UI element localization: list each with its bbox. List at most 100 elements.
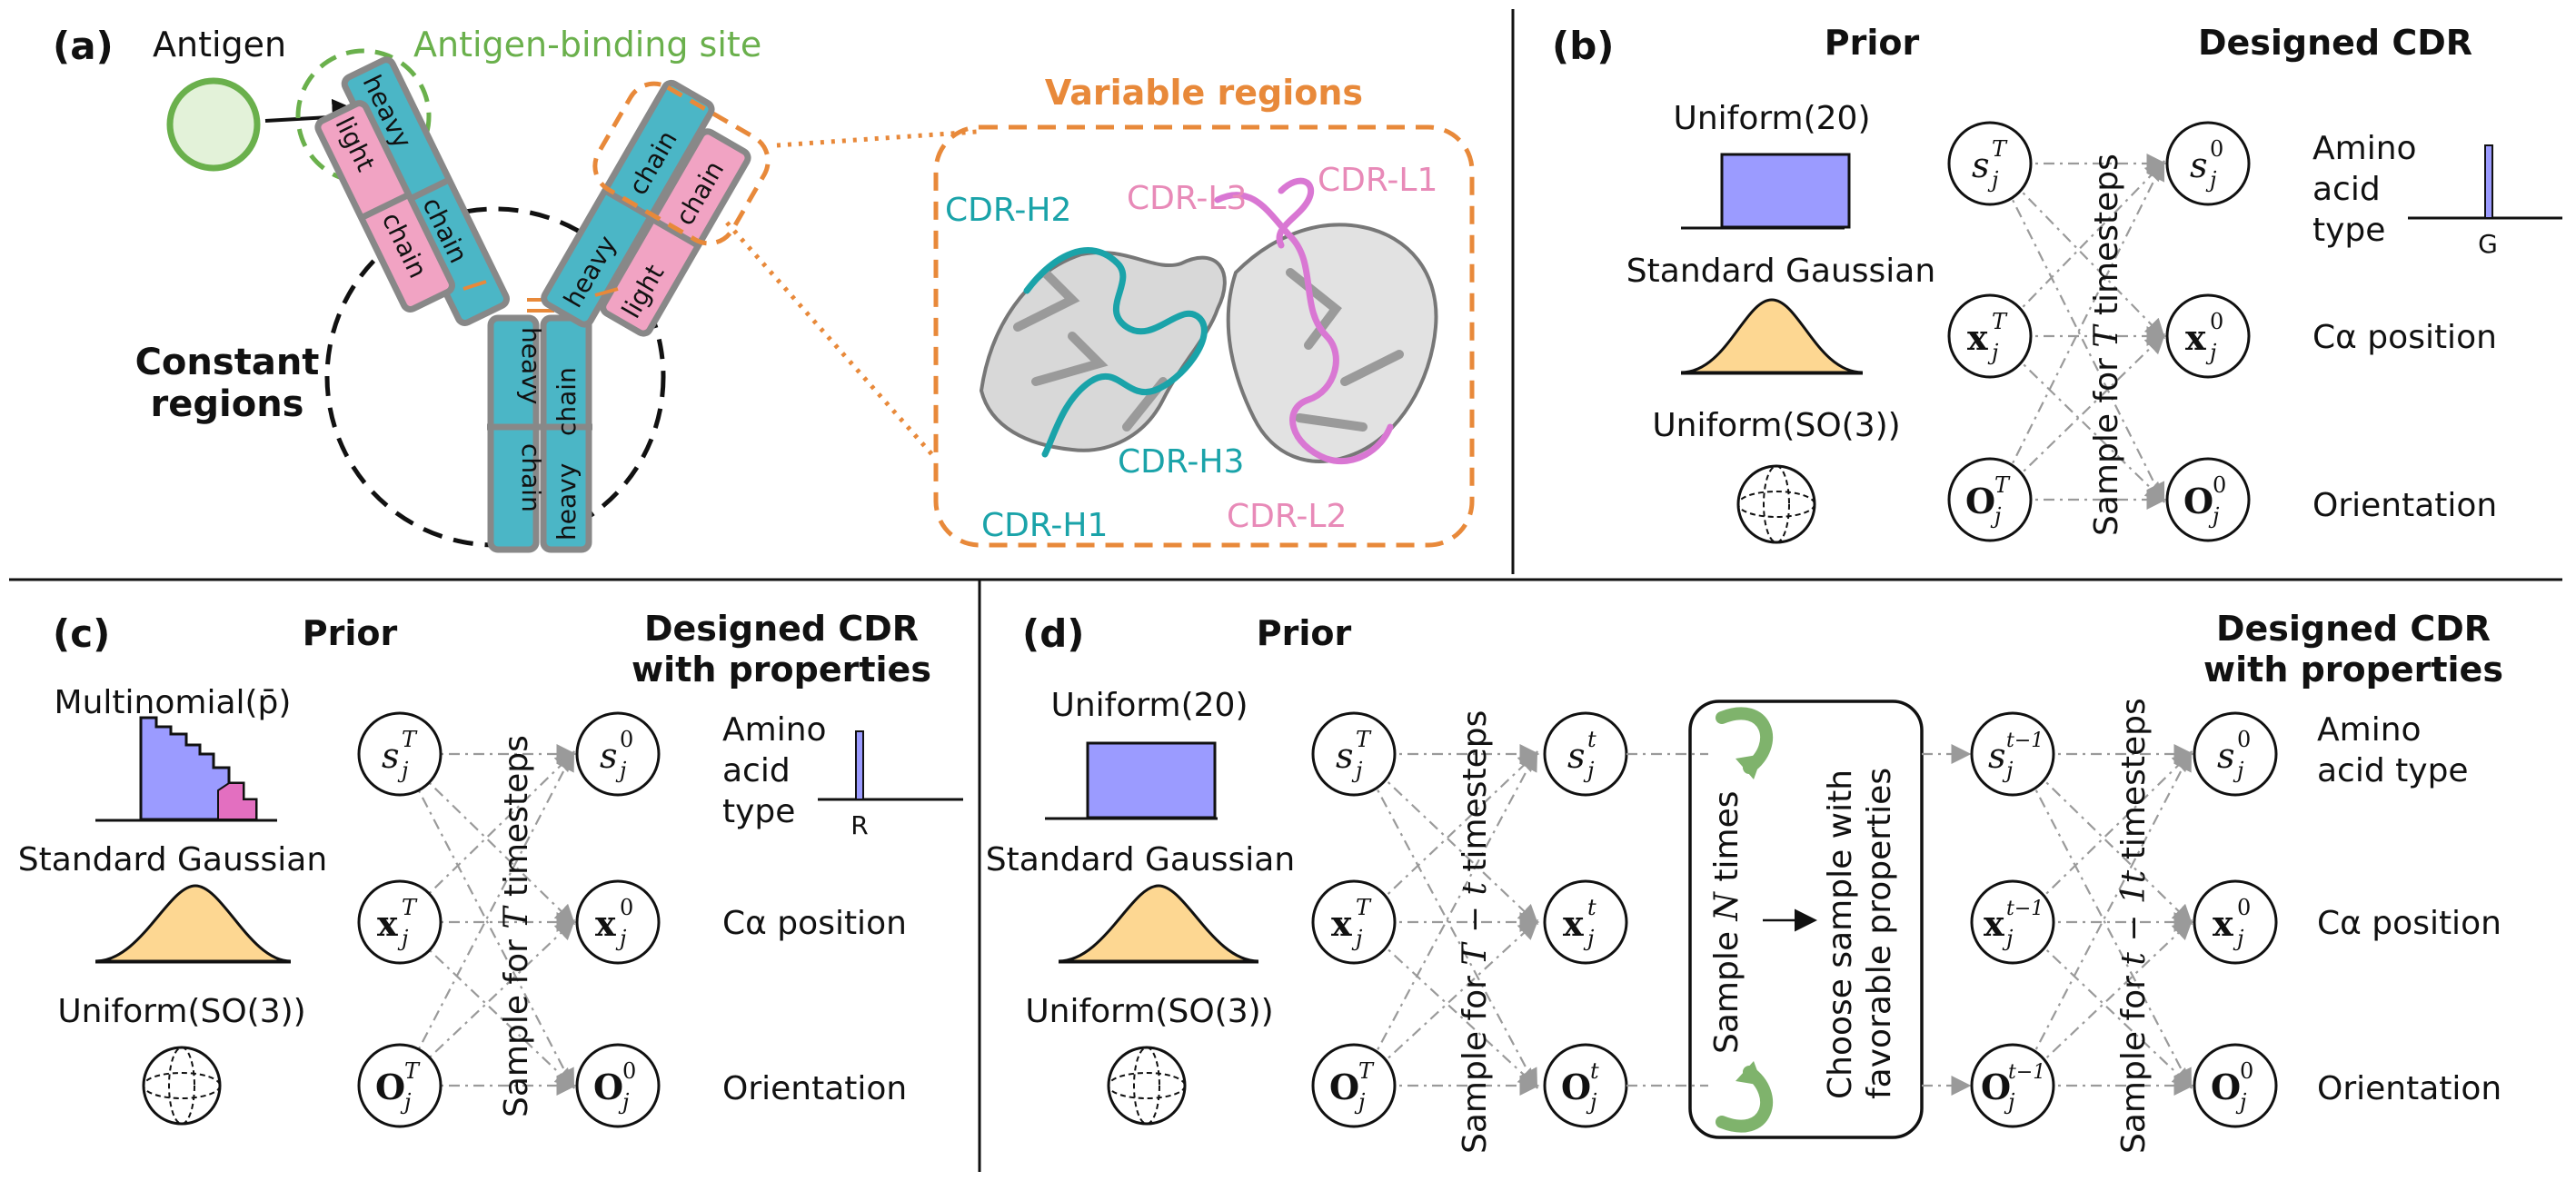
svg-text:0: 0: [2240, 1058, 2253, 1084]
svg-text:x: x: [2185, 317, 2206, 358]
panel-b-ca-label: Cα position: [2312, 319, 2497, 356]
panel-d-choose-1: Choose sample with: [1822, 769, 1859, 1099]
panel-d-node-x0: x 0 j: [2193, 879, 2278, 965]
antigen-circle: [166, 77, 261, 172]
svg-text:t: t: [1590, 1058, 1599, 1084]
svg-text:t−1: t−1: [2006, 898, 2044, 920]
panel-c-designed-title-1: Designed CDR: [644, 609, 919, 649]
panel-b-gaussian-curve: [1680, 298, 1864, 374]
panel-c-orient-label: Orientation: [722, 1070, 907, 1107]
panel-b-amino-1: Amino: [2312, 130, 2417, 167]
panel-c-sample-label: Sample for T timesteps: [498, 735, 535, 1117]
panel-a-tag: (a): [53, 24, 114, 68]
svg-text:T: T: [1356, 727, 1372, 752]
svg-text:O: O: [593, 1067, 623, 1107]
panel-b-uniform-bar: [1720, 153, 1851, 229]
cdr-h3-label: CDR-H3: [1118, 443, 1244, 481]
panel-c-so3-label: Uniform(SO(3)): [57, 993, 305, 1030]
panel-b-sphere-icon: [1736, 464, 1816, 544]
svg-text:s: s: [1336, 736, 1354, 776]
antibody-stem: heavy chain chain heavy: [487, 298, 592, 553]
svg-text:0: 0: [620, 895, 633, 920]
svg-text:0: 0: [2237, 727, 2251, 752]
svg-text:0: 0: [622, 1058, 636, 1084]
svg-text:x: x: [1563, 903, 1584, 944]
stem-chain-2: chain: [552, 367, 582, 436]
panel-d-gaussian-label: Standard Gaussian: [986, 841, 1295, 878]
svg-text:0: 0: [2213, 472, 2226, 498]
zoom-line-top: [776, 129, 978, 148]
panel-c-node-OT: O T j: [357, 1043, 443, 1128]
svg-text:O: O: [1561, 1067, 1591, 1107]
panel-c-multinomial-label: Multinomial(p̄): [55, 684, 292, 721]
svg-text:s: s: [1567, 736, 1586, 776]
panel-b: (b) Prior Designed CDR Uniform(20) Stand…: [1552, 23, 2562, 544]
panel-d-node-Otm1: O t−1 j: [1970, 1043, 2055, 1128]
cdr-h2-label: CDR-H2: [945, 192, 1071, 229]
svg-text:O: O: [1965, 481, 1995, 521]
panel-d-designed-title-1: Designed CDR: [2216, 609, 2491, 649]
binding-site-label: Antigen-binding site: [413, 25, 761, 65]
cdr-l2-label: CDR-L2: [1227, 498, 1347, 535]
panel-c-node-x0: x 0 j: [575, 879, 661, 965]
svg-text:T: T: [404, 1058, 421, 1084]
stem-heavy-1: heavy: [516, 327, 546, 404]
svg-text:x: x: [595, 903, 616, 944]
panel-c-amino-2: acid: [722, 752, 791, 789]
panel-b-prior-title: Prior: [1825, 23, 1920, 63]
panel-b-node-x0: x 0 j: [2165, 293, 2251, 379]
panel-d-node-OT: O T j: [1311, 1043, 1397, 1128]
panel-d-gaussian-curve: [1058, 884, 1259, 963]
panel-b-amino-2: acid: [2312, 171, 2381, 208]
panel-d: (d) Prior Designed CDR with properties U…: [986, 609, 2503, 1154]
panel-a: (a) Antigen Antigen-binding site Constan…: [53, 24, 1475, 553]
panel-b-so3-label: Uniform(SO(3)): [1652, 407, 1900, 444]
antibody-right-arm: heavy chain light chain: [541, 79, 751, 337]
panel-b-sample-label: Sample for T timesteps: [2088, 154, 2125, 536]
svg-text:0: 0: [2237, 895, 2251, 920]
panel-b-designed-title: Designed CDR: [2198, 23, 2472, 63]
panel-b-uniform20-label: Uniform(20): [1673, 100, 1870, 137]
panel-c-gaussian-curve: [94, 884, 292, 963]
antigen-label: Antigen: [153, 25, 286, 65]
svg-text:s: s: [1972, 145, 1990, 185]
svg-text:x: x: [377, 903, 398, 944]
svg-text:T: T: [1992, 136, 2008, 162]
stem-chain-1: chain: [516, 443, 546, 512]
panel-b-amino-3: type: [2312, 212, 2385, 249]
svg-text:0: 0: [620, 727, 633, 752]
panel-d-tag: (d): [1022, 611, 1084, 656]
panel-d-node-xtm1: x t−1 j: [1970, 879, 2055, 965]
panel-d-orient-label: Orientation: [2317, 1070, 2501, 1107]
panel-b-node-OT: O T j: [1947, 457, 2033, 542]
svg-text:t−1: t−1: [2006, 729, 2044, 752]
svg-text:O: O: [1329, 1067, 1359, 1107]
panel-d-uniform-bar: [1086, 741, 1217, 819]
svg-text:x: x: [2213, 903, 2233, 944]
constant-label-2: regions: [151, 383, 304, 425]
variable-tip-box: [592, 81, 771, 246]
panel-d-prior-title: Prior: [1257, 613, 1352, 653]
svg-text:O: O: [2183, 481, 2213, 521]
variable-regions-box: [933, 124, 1475, 548]
svg-text:T: T: [1358, 1058, 1375, 1084]
svg-text:t: t: [1587, 895, 1596, 920]
svg-text:s: s: [1988, 736, 2006, 776]
panel-d-so3-label: Uniform(SO(3)): [1025, 993, 1273, 1030]
panel-b-aa-tick: G: [2478, 229, 2498, 259]
panel-d-sample-label-1: Sample for T − t timesteps: [1457, 710, 1494, 1154]
svg-text:0: 0: [2210, 136, 2223, 162]
panel-c-gaussian-label: Standard Gaussian: [18, 841, 327, 878]
panel-b-tag: (b): [1552, 24, 1614, 68]
panel-b-node-sT: s T j: [1947, 121, 2033, 206]
svg-text:0: 0: [2210, 309, 2223, 334]
panel-d-node-stm1: s t−1 j: [1970, 711, 2055, 797]
panel-c-ca-label: Cα position: [722, 905, 907, 942]
panel-d-node-xt: x t j: [1543, 879, 1628, 965]
panel-d-selection-box: [1688, 700, 1924, 1139]
svg-text:x: x: [1331, 903, 1352, 944]
svg-text:O: O: [375, 1067, 405, 1107]
panel-d-amino-2: acid type: [2317, 752, 2469, 789]
svg-text:s: s: [600, 736, 618, 776]
